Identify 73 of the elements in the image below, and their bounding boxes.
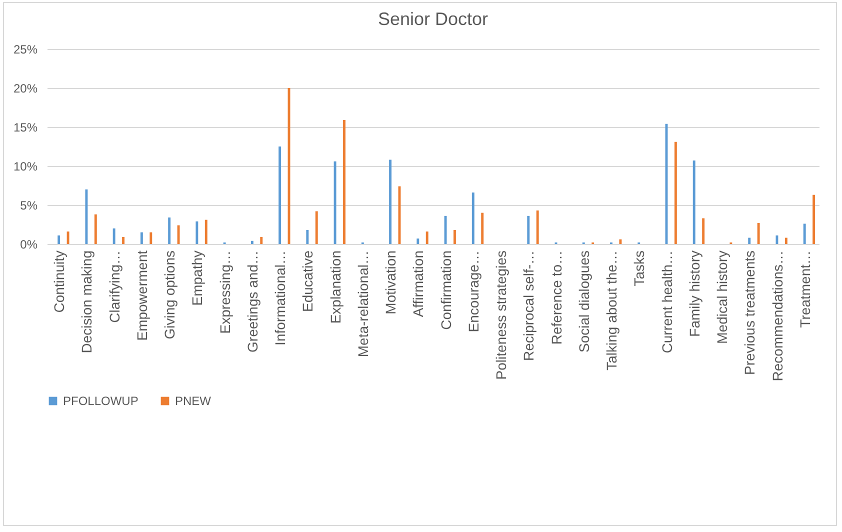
legend-label: PFOLLOWUP	[63, 394, 138, 408]
bar	[334, 161, 336, 244]
x-tick-label: Talking about the…	[604, 250, 620, 370]
bar	[250, 240, 254, 244]
bar	[150, 232, 152, 244]
legend-label: PNEW	[175, 394, 212, 408]
x-tick-label: Social dialogues	[576, 250, 592, 352]
x-tick-label: Affirmation	[410, 250, 426, 318]
x-tick-label: Recommendations…	[769, 250, 786, 382]
bar	[122, 236, 125, 244]
bar	[66, 232, 70, 244]
x-tick-label: Previous treatments	[742, 250, 758, 375]
bar	[204, 220, 208, 244]
bar	[196, 221, 198, 244]
bar	[619, 239, 622, 244]
x-tick-label: Explanation	[327, 250, 344, 324]
x-tick-label: Encourage…	[465, 250, 482, 332]
bar	[140, 232, 143, 244]
x-tick-label: Giving options	[162, 250, 178, 340]
bar	[702, 218, 705, 244]
x-tick-label: Tasks	[631, 250, 648, 286]
x-tick-label: Clarifying…	[106, 250, 122, 323]
bar	[536, 210, 539, 244]
bar	[454, 230, 456, 244]
x-tick-label: Reference to…	[548, 250, 564, 345]
bar	[692, 160, 696, 244]
y-tick-label: 10%	[13, 160, 38, 174]
bar	[306, 230, 309, 244]
x-tick-label: Greetings and…	[244, 250, 260, 352]
bar	[674, 142, 677, 244]
x-tick-label: Reciprocal self-…	[520, 250, 537, 361]
x-tick-label: Decision making	[78, 250, 95, 354]
x-tick-label: Confirmation	[438, 250, 454, 330]
bar	[481, 212, 484, 244]
x-tick-label: Current health…	[658, 250, 675, 354]
bar	[94, 214, 97, 244]
bar	[389, 160, 392, 244]
x-tick-label: Motivation	[382, 250, 399, 314]
bar	[260, 236, 263, 244]
x-tick-label: Continuity	[51, 250, 68, 313]
bar	[168, 217, 171, 244]
bar	[776, 235, 778, 244]
bar	[803, 224, 806, 244]
bar	[472, 192, 474, 244]
x-tick-label: Family history	[686, 250, 702, 337]
bar	[343, 120, 346, 244]
bar	[278, 146, 282, 244]
y-tick-label: 5%	[20, 198, 38, 212]
y-tick-label: 20%	[13, 82, 38, 96]
bar	[812, 194, 816, 244]
chart-title: Senior Doctor	[378, 9, 488, 29]
bar	[426, 232, 428, 244]
x-tick-label: Treatment…	[796, 250, 813, 328]
x-tick-label: Medical history	[714, 250, 730, 344]
bar	[112, 228, 116, 244]
x-tick-label: Educative	[300, 250, 316, 312]
x-tick-label: Politeness strategies	[493, 250, 510, 380]
bar	[85, 189, 88, 244]
y-tick-label: 0%	[20, 238, 38, 252]
bar	[757, 222, 760, 244]
y-tick-label: 25%	[13, 42, 38, 56]
bar	[315, 211, 318, 244]
bar	[748, 238, 751, 244]
bar	[416, 238, 420, 244]
bar	[784, 238, 788, 244]
bar	[527, 216, 530, 244]
y-tick-label: 15%	[13, 120, 38, 134]
x-tick-label: Empathy	[189, 250, 206, 306]
x-tick-label: Informational…	[272, 250, 288, 346]
x-tick-label: Meta-relational…	[354, 250, 371, 358]
x-tick-label: Expressing…	[216, 250, 233, 334]
x-tick-label: Empowerment	[134, 250, 150, 341]
bar	[58, 235, 60, 244]
